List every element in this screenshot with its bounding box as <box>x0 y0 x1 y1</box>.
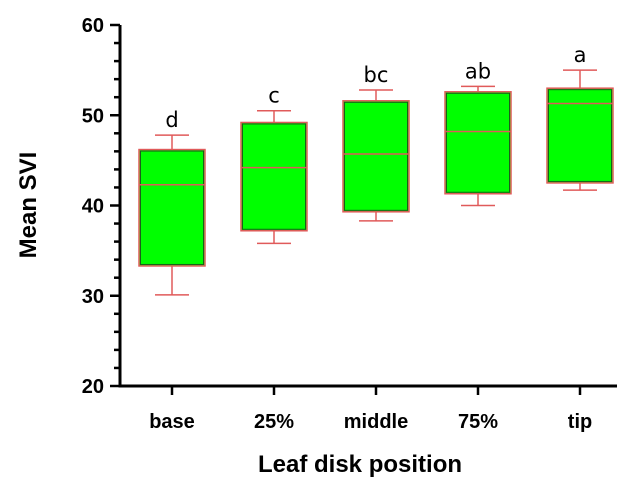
box-iqr-inner-edge <box>446 92 510 193</box>
x-tick-label: base <box>149 411 195 433</box>
box-iqr <box>240 121 308 232</box>
y-tick-label: 50 <box>82 105 104 127</box>
box-75%: ab <box>444 59 512 207</box>
box-iqr <box>546 87 614 184</box>
box-iqr-inner-edge <box>548 89 612 182</box>
box-iqr-inner-edge <box>140 150 204 265</box>
box-iqr-inner-edge <box>242 123 306 230</box>
box-base: d <box>138 108 206 296</box>
x-tick-label: 25% <box>254 411 294 433</box>
y-tick-label: 60 <box>82 15 104 37</box>
box-iqr <box>342 100 410 213</box>
significance-letter: a <box>574 43 587 67</box>
y-axis-title: Mean SVI <box>15 152 42 259</box>
box-iqr <box>138 148 206 267</box>
axes: 20 30 40 50 60 base 25% middle 75% tip <box>82 15 617 433</box>
significance-letter: d <box>165 108 178 132</box>
y-tick-label: 20 <box>82 376 104 398</box>
box-iqr <box>444 91 512 195</box>
significance-letter: c <box>268 84 280 108</box>
x-tick-label: tip <box>568 411 592 433</box>
box-tip: a <box>546 43 614 191</box>
significance-letter: bc <box>364 63 389 87</box>
y-tick-label: 40 <box>82 196 104 218</box>
box-series: d c bc ab a <box>138 43 614 296</box>
x-axis-title: Leaf disk position <box>258 451 462 478</box>
box-iqr-inner-edge <box>344 101 408 211</box>
y-tick-label: 30 <box>82 286 104 308</box>
x-tick-label: middle <box>344 411 408 433</box>
significance-letter: ab <box>465 59 491 83</box>
x-tick-label: 75% <box>458 411 498 433</box>
box-middle: bc <box>342 63 410 222</box>
box-25%: c <box>240 84 308 245</box>
